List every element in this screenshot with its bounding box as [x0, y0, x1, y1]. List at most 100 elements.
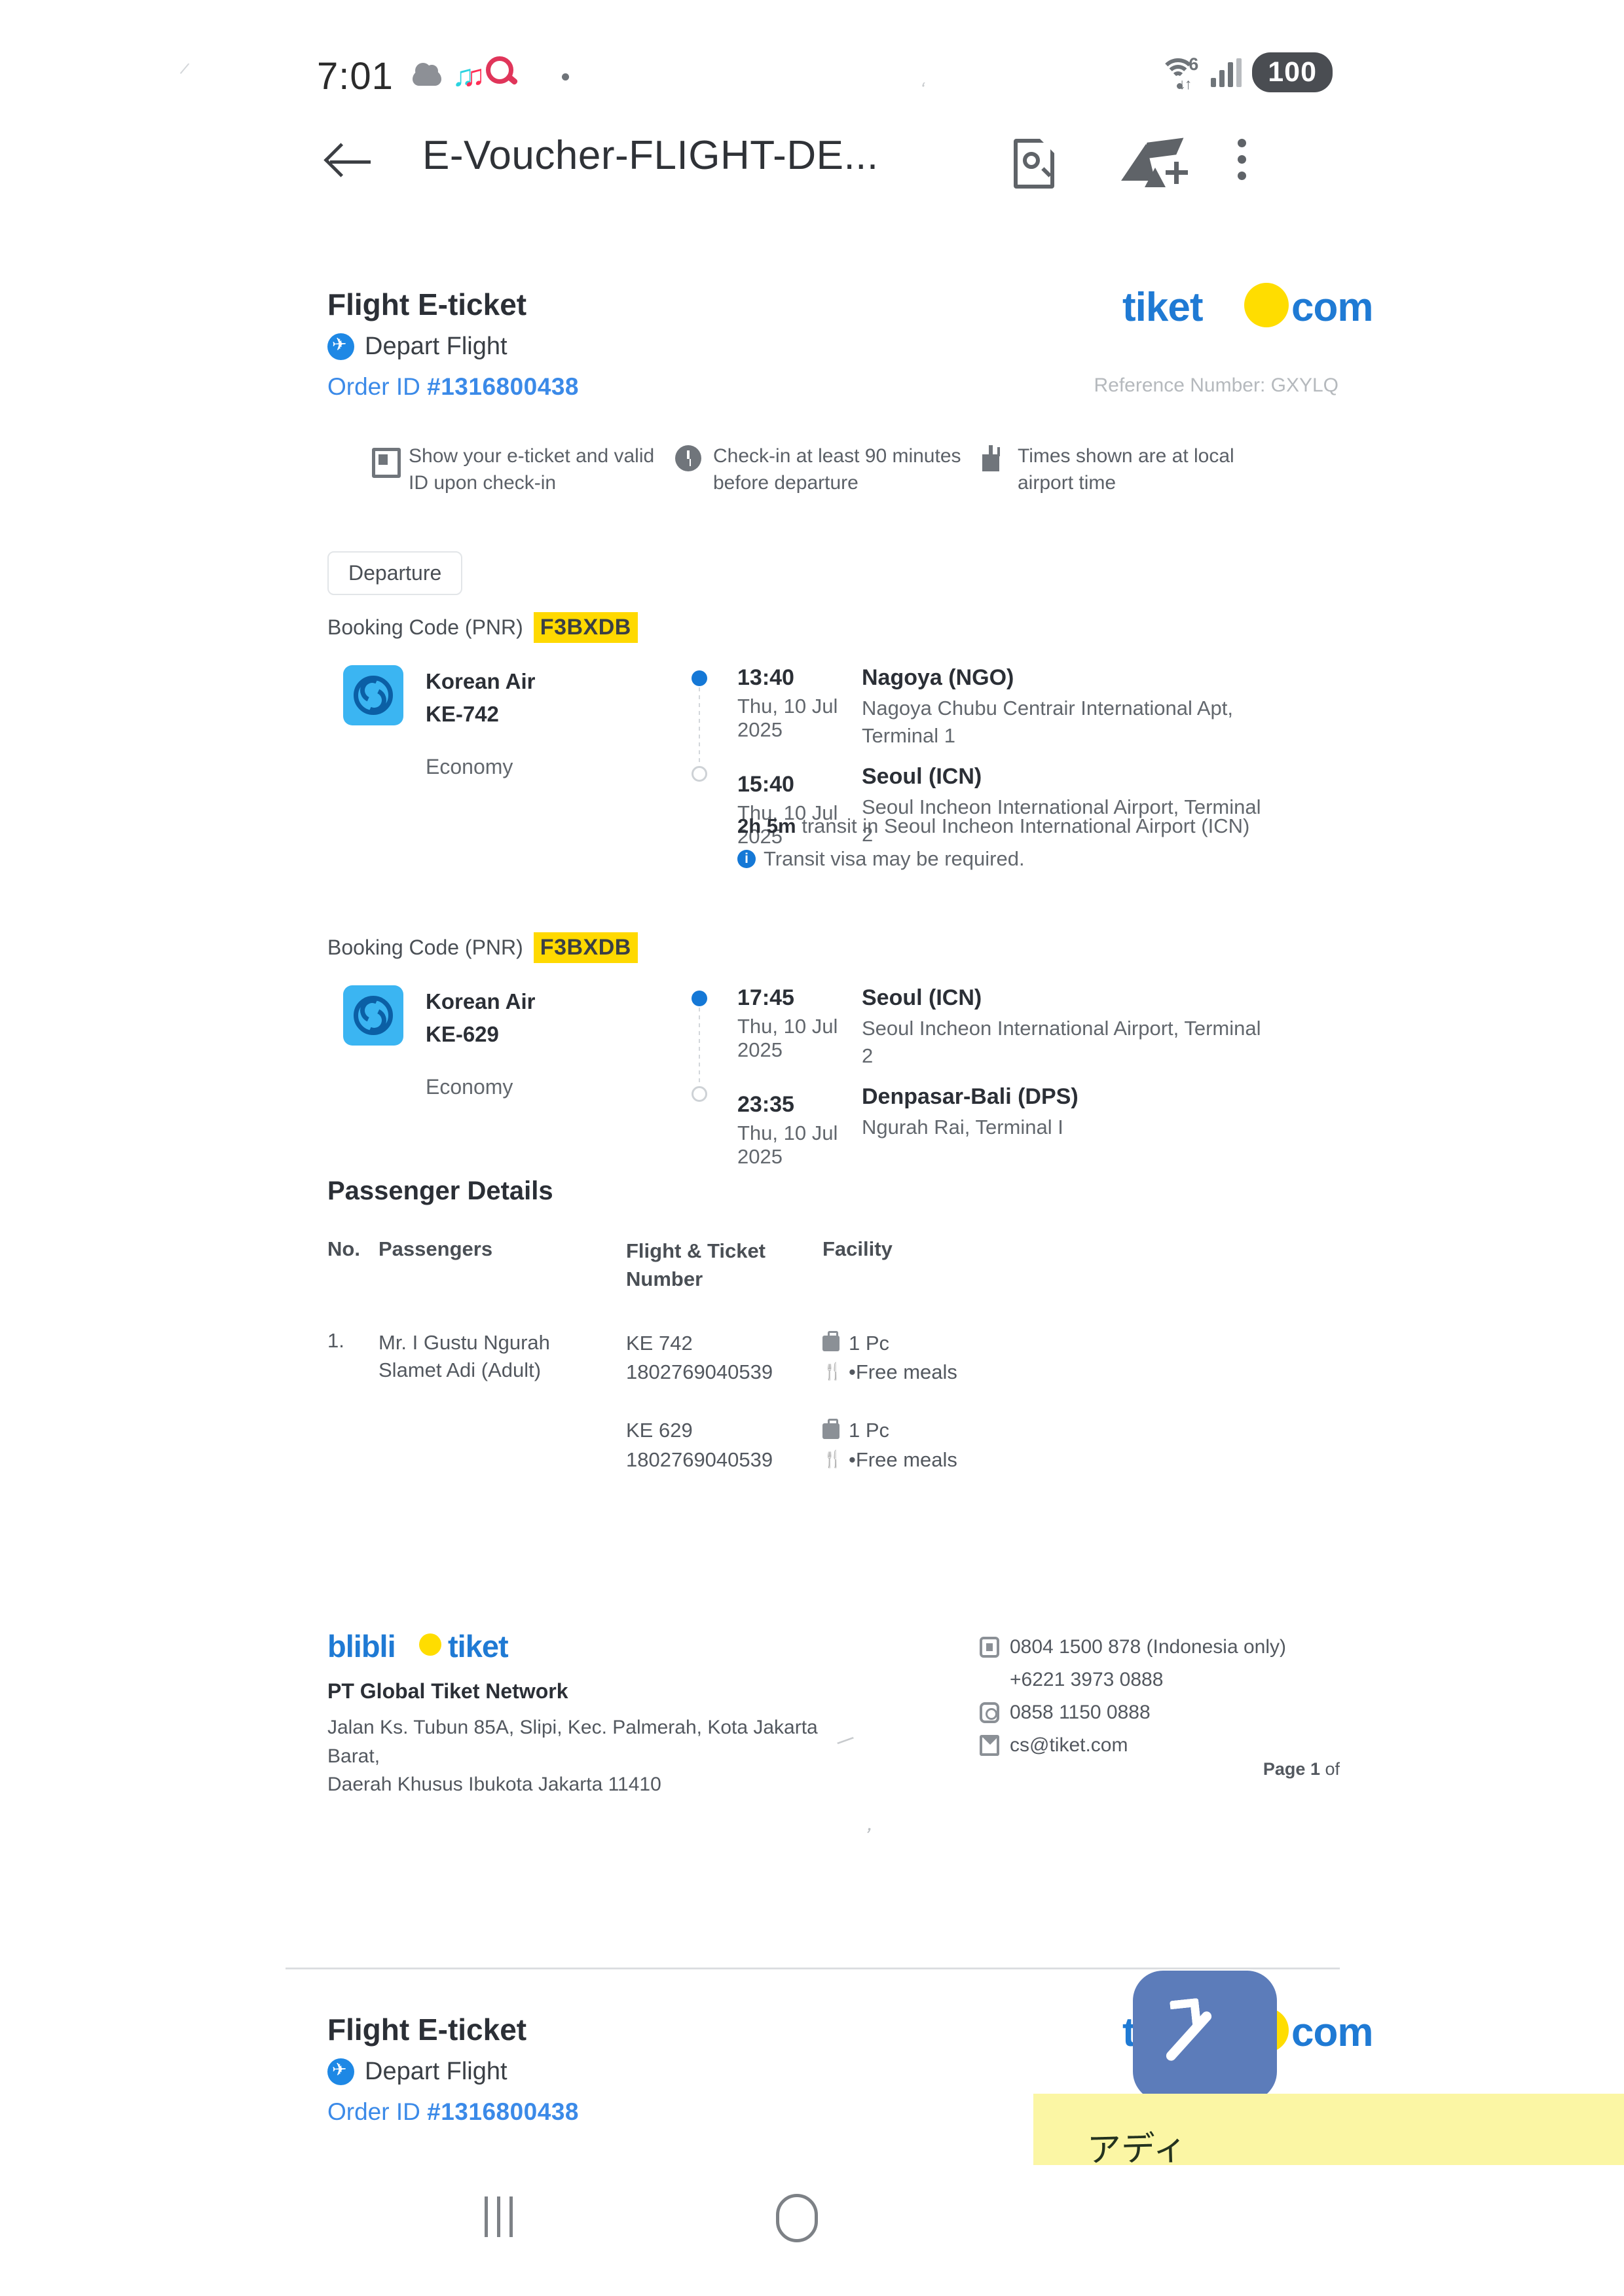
flight-segment-1: Korean Air KE-742 Economy 13:40 Thu, 10 …: [286, 665, 1340, 870]
transit-text: transit in Seoul Incheon International A…: [796, 814, 1250, 837]
ticket-number: 1802769040539: [626, 1448, 773, 1472]
pnr-row-segment-1: Booking Code (PNR) F3BXDB: [327, 612, 1340, 643]
baggage-value: 1 Pc: [849, 1419, 890, 1442]
airline-name: Korean Air: [426, 669, 536, 693]
ticket-group: KE 629 1802769040539: [626, 1416, 822, 1475]
passenger-table: No. Passengers Flight & Ticket Number Fa…: [327, 1237, 1113, 1504]
phone-line: 0804 1500 878 (Indonesia only): [980, 1636, 1346, 1658]
pnr-label: Booking Code (PNR): [327, 615, 523, 639]
baggage-line: 1 Pc: [822, 1329, 1032, 1358]
airplane-icon: [327, 2058, 354, 2085]
address-line-1: Jalan Ks. Tubun 85A, Slipi, Kec. Palmera…: [327, 1717, 818, 1767]
arrive-time: 23:35: [737, 1092, 794, 1117]
column-header-no: No.: [327, 1237, 360, 1260]
email-address: cs@tiket.com: [1010, 1734, 1128, 1757]
meal-icon: 🍴: [822, 1362, 843, 1381]
notice-item: Times shown are at local airport time: [980, 443, 1268, 497]
tiket-logo-text-1: tiket: [1122, 285, 1203, 330]
facility-cell: 1 Pc 🍴 •Free meals 1 Pc 🍴: [822, 1329, 1032, 1504]
transit-duration-text: 2h 5m transit in Seoul Incheon Internati…: [737, 814, 1327, 838]
order-id-value: #1316800438: [427, 2098, 579, 2125]
home-button-icon[interactable]: [776, 2194, 818, 2242]
depart-time-block: 17:45 Thu, 10 Jul 2025: [737, 985, 862, 1062]
facility-group: 1 Pc 🍴 •Free meals: [822, 1329, 1032, 1388]
scan-artifact: ’: [860, 1823, 874, 1849]
back-arrow-icon[interactable]: [327, 139, 373, 185]
flight-number: KE-629: [426, 1021, 499, 1046]
email-line: cs@tiket.com: [980, 1734, 1346, 1757]
depart-time-block: 13:40 Thu, 10 Jul 2025: [737, 665, 862, 742]
drive-add-icon[interactable]: [1121, 137, 1188, 191]
id-card-icon: [371, 445, 401, 478]
company-address: Jalan Ks. Tubun 85A, Slipi, Kec. Palmera…: [327, 1713, 851, 1799]
meal-value: •Free meals: [849, 1360, 957, 1384]
page-number: Page 1 of: [1263, 1759, 1340, 1779]
arrive-time-block: 23:35 Thu, 10 Jul 2025: [737, 1092, 862, 1169]
document-search-icon[interactable]: [1014, 139, 1057, 190]
order-id-label: Order ID: [327, 373, 420, 400]
blibli-logo-text: blibli: [327, 1629, 396, 1664]
passenger-details-title: Passenger Details: [327, 1176, 553, 1205]
facility-group: 1 Pc 🍴 •Free meals: [822, 1416, 1032, 1475]
status-bar-right: 6 ↓↑ 100: [1160, 52, 1333, 92]
overflow-menu-icon[interactable]: [1238, 139, 1251, 191]
timeline-line: [699, 1008, 700, 1085]
ticket-flight: KE 742: [626, 1331, 693, 1355]
sticky-note-line-1: アディ: [1086, 2128, 1188, 2170]
page-separator: [286, 1967, 1340, 1969]
flight-segment-2: Korean Air KE-629 Economy 17:45 Thu, 10 …: [286, 985, 1340, 1168]
baggage-line: 1 Pc: [822, 1416, 1032, 1446]
korean-air-logo-icon: [343, 985, 403, 1046]
pnr-code: F3BXDB: [533, 612, 638, 643]
wifi-icon: 6 ↓↑: [1160, 54, 1200, 92]
address-line-2: Daerah Khusus Ibukota Jakarta 11410: [327, 1774, 661, 1796]
column-header-passengers: Passengers: [378, 1237, 493, 1260]
departure-badge: Departure: [327, 551, 463, 595]
document-header: Flight E-ticket Depart Flight Order ID #…: [286, 282, 1373, 419]
depart-airport: Seoul Incheon International Airport, Ter…: [862, 1017, 1261, 1067]
page-number-value: Page 1: [1263, 1759, 1320, 1779]
info-icon: i: [737, 850, 756, 868]
timeline-destination-dot-icon: [692, 766, 707, 782]
korean-air-logo-icon: [343, 665, 403, 725]
clock-icon: [675, 445, 701, 471]
tiket-logo-dot-icon: [1244, 283, 1289, 327]
contact-block: 0804 1500 878 (Indonesia only) +6221 397…: [980, 1636, 1346, 1767]
arrive-time: 15:40: [737, 772, 794, 797]
qq-icon: [486, 56, 513, 84]
depart-date: Thu, 10 Jul 2025: [737, 695, 838, 741]
status-bar-clock: 7:01: [317, 55, 394, 98]
meal-value: •Free meals: [849, 1448, 957, 1472]
arrive-date: Thu, 10 Jul 2025: [737, 801, 838, 848]
depart-time: 17:45: [737, 985, 794, 1010]
cabin-class: Economy: [426, 1075, 513, 1099]
segment-timeline: [692, 991, 707, 1102]
depart-flight-label: Depart Flight: [365, 333, 507, 360]
edit-markup-fab[interactable]: [1133, 1971, 1277, 2102]
wifi-transfer-arrows-icon: ↓↑: [1178, 75, 1192, 92]
phone-icon: [980, 1637, 999, 1658]
segment-places: Nagoya (NGO) Nagoya Chubu Centrair Inter…: [862, 665, 1268, 848]
depart-time: 13:40: [737, 665, 794, 690]
tiktok-icon: ♫♫: [452, 58, 485, 92]
battery-badge: 100: [1252, 52, 1333, 92]
ticket-group: KE 742 1802769040539: [626, 1329, 822, 1388]
company-name: PT Global Tiket Network: [327, 1679, 568, 1704]
ticket-numbers-cell: KE 742 1802769040539 KE 629 180276904053…: [626, 1329, 822, 1504]
recents-button-icon[interactable]: [485, 2196, 513, 2237]
baggage-icon: [822, 1418, 840, 1439]
eticket-document-page-1: Flight E-ticket Depart Flight Order ID #…: [286, 282, 1373, 1795]
arrive-date: Thu, 10 Jul 2025: [737, 1121, 838, 1168]
table-header-row: No. Passengers Flight & Ticket Number Fa…: [327, 1237, 1113, 1294]
notice-text: Times shown are at local airport time: [1018, 445, 1234, 494]
page-number-of: of: [1320, 1759, 1340, 1779]
arrive-airport: Ngurah Rai, Terminal I: [862, 1115, 1063, 1139]
document-title: Flight E-ticket: [327, 2013, 527, 2047]
notice-text: Show your e-ticket and valid ID upon che…: [409, 445, 655, 494]
cabin-class: Economy: [426, 755, 513, 778]
transit-duration: 2h 5m: [737, 814, 796, 837]
timeline-line: [699, 687, 700, 765]
arrive-place-block: Seoul (ICN) Seoul Incheon International …: [862, 764, 1268, 848]
meal-line: 🍴 •Free meals: [822, 1446, 1032, 1475]
whatsapp-line: 0858 1150 0888: [980, 1702, 1346, 1724]
